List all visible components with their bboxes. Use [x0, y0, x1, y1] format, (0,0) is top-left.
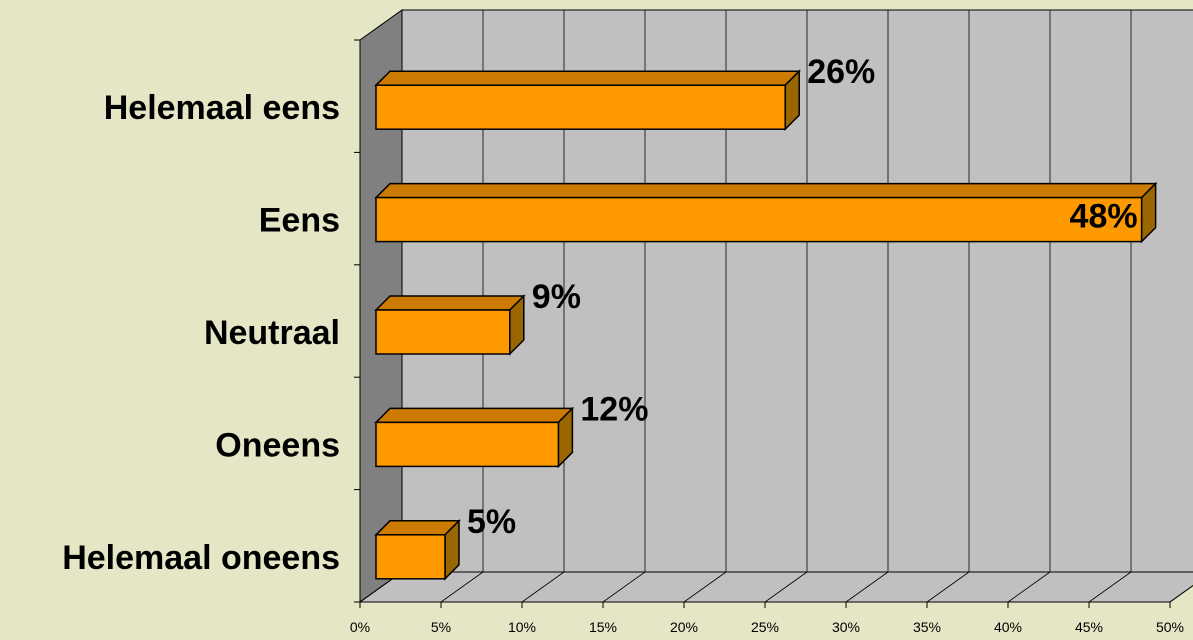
- x-tick-label: 5%: [431, 619, 451, 635]
- x-tick-label: 10%: [508, 619, 536, 635]
- floor-gridline: [683, 571, 727, 603]
- x-tick-label: 25%: [751, 619, 779, 635]
- floor-gridline: [1088, 571, 1132, 603]
- x-tick-label: 0%: [350, 619, 370, 635]
- floor-gridline: [764, 571, 808, 603]
- category-label: Oneens: [215, 426, 340, 464]
- bar: [375, 421, 560, 468]
- x-tick-label: 50%: [1156, 619, 1184, 635]
- floor-gridline: [1007, 571, 1051, 603]
- bars: [374, 69, 1158, 581]
- bar-top: [374, 70, 802, 86]
- bar: [375, 84, 786, 130]
- plot-walls: [358, 9, 1193, 603]
- category-label: Helemaal eens: [104, 89, 340, 127]
- bar-group: [374, 518, 461, 581]
- bar: [375, 534, 446, 580]
- bar-top: [374, 182, 1158, 199]
- category-label: Helemaal oneens: [62, 539, 340, 577]
- bar-group: [374, 406, 575, 469]
- data-label: 5%: [467, 503, 516, 541]
- bar-top: [374, 407, 575, 424]
- floor: [358, 571, 1193, 603]
- bar: [375, 196, 1143, 243]
- bar-group: [374, 69, 802, 132]
- category-label: Eens: [259, 202, 340, 240]
- floor-gridline: [440, 571, 484, 603]
- bar-group: [374, 181, 1158, 244]
- data-label: 12%: [580, 390, 648, 428]
- x-tick-label: 30%: [832, 619, 860, 635]
- floor-gridline: [1169, 585, 1193, 603]
- data-label: 26%: [807, 53, 875, 91]
- data-label: 9%: [532, 278, 581, 316]
- x-tick-label: 45%: [1075, 619, 1103, 635]
- labels: 0% 5% 10% 15% 20% 25% 30% 35% 40% 45% 50% Helemaal …: [62, 53, 1184, 635]
- floor-gridline: [845, 571, 889, 603]
- data-label: 48%: [1070, 198, 1138, 236]
- axes: [354, 39, 1171, 608]
- floor-gridline: [602, 571, 646, 603]
- floor-gridline: [926, 571, 970, 603]
- bar-group: [374, 294, 526, 356]
- bar: [375, 309, 511, 355]
- x-tick-label: 15%: [589, 619, 617, 635]
- x-tick-label: 20%: [670, 619, 698, 635]
- floor-gridline: [521, 571, 565, 603]
- x-tick-label: 35%: [913, 619, 941, 635]
- category-label: Neutraal: [204, 314, 340, 352]
- x-tick-label: 40%: [994, 619, 1022, 635]
- bar-top: [374, 295, 526, 311]
